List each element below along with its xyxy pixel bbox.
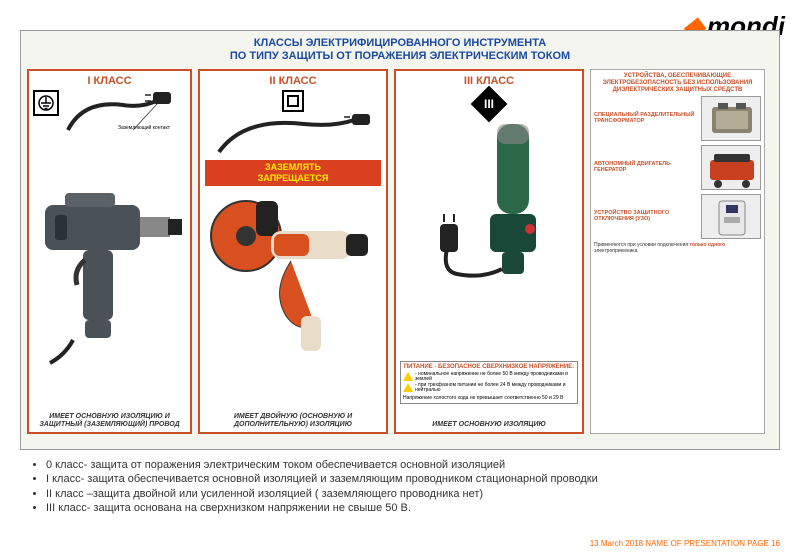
note-suffix: электроприемника <box>594 248 637 254</box>
panel-class-3: III КЛАСС III ПИТАНИЕ - БЕЗОПАСН <box>394 69 584 434</box>
bullet-class-0: 0 класс- защита от поражения электрическ… <box>46 458 780 472</box>
class-2-header: II КЛАСС <box>204 75 382 87</box>
grounding-forbidden-banner: ЗАЗЕМЛЯТЬ ЗАПРЕЩАЕТСЯ <box>204 159 382 187</box>
banner-line-2: ЗАПРЕЩАЕТСЯ <box>207 173 379 184</box>
note-highlight: только одного <box>689 242 725 248</box>
voltage-info-title: ПИТАНИЕ - БЕЗОПАСНОЕ СВЕРХНИЗКОЕ НАПРЯЖЕ… <box>403 364 575 371</box>
poster-title: КЛАССЫ ЭЛЕКТРИФИЦИРОВАННОГО ИНСТРУМЕНТА … <box>21 31 779 65</box>
double-insulation-icon <box>282 90 304 112</box>
voltage-item-1: - номинальное напряжение не более 50 В м… <box>415 372 575 382</box>
warning-triangle-icon <box>403 372 413 381</box>
title-line-2: ПО ТИПУ ЗАЩИТЫ ОТ ПОРАЖЕНИЯ ЭЛЕКТРИЧЕСКИ… <box>21 50 779 63</box>
panel-class-2: II КЛАСС ЗАЗЕМЛЯТЬ ЗАПРЕЩАЕТСЯ <box>198 69 388 434</box>
device-generator: АВТОНОМНЫЙ ДВИГАТЕЛЬ-ГЕНЕРАТОР <box>594 145 761 190</box>
rcd-label: УСТРОЙСТВО ЗАЩИТНОГО ОТКЛЮЧЕНИЯ (УЗО) <box>594 211 698 222</box>
class-1-header: I КЛАСС <box>33 75 186 87</box>
class-3-symbol-icon: III <box>471 86 508 123</box>
plug-no-ground-icon <box>204 112 384 157</box>
voltage-item-2: - при трехфазном питании не более 24 В м… <box>415 383 575 393</box>
slide-bullets: 0 класс- защита от поражения электрическ… <box>28 458 780 515</box>
generator-illustration <box>701 145 761 190</box>
panel-class-1: I КЛАСС <box>27 69 192 434</box>
safety-poster: КЛАССЫ ЭЛЕКТРИФИЦИРОВАННОГО ИНСТРУМЕНТА … <box>20 30 780 450</box>
banner-line-1: ЗАЗЕМЛЯТЬ <box>207 162 379 173</box>
transformer-label: СПЕЦИАЛЬНЫЙ РАЗДЕЛИТЕЛЬНЫЙ ТРАНСФОРМАТОР <box>594 113 698 124</box>
generator-label: АВТОНОМНЫЙ ДВИГАТЕЛЬ-ГЕНЕРАТОР <box>594 162 698 173</box>
low-voltage-tool-illustration <box>400 121 578 281</box>
plug-with-ground-icon <box>63 90 173 140</box>
drill-tool-illustration <box>33 145 186 365</box>
device-rcd: УСТРОЙСТВО ЗАЩИТНОГО ОТКЛЮЧЕНИЯ (УЗО) <box>594 194 761 239</box>
side-devices-panel: УСТРОЙСТВА, ОБЕСПЕЧИВАЮЩИЕ ЭЛЕКТРОБЕЗОПА… <box>590 69 765 434</box>
bullet-class-1: I класс- защита обеспечивается основной … <box>46 472 780 486</box>
class-2-caption: ИМЕЕТ ДВОЙНУЮ (ОСНОВНУЮ И ДОПОЛНИТЕЛЬНУЮ… <box>204 413 382 428</box>
voltage-info-box: ПИТАНИЕ - БЕЗОПАСНОЕ СВЕРХНИЗКОЕ НАПРЯЖЕ… <box>400 361 578 405</box>
angle-grinder-illustration <box>204 189 382 359</box>
class-3-caption: ИМЕЕТ ОСНОВНУЮ ИЗОЛЯЦИЮ <box>400 421 578 429</box>
ground-symbol-icon <box>33 90 59 116</box>
slide-footer: 13 March 2018 NAME OF PRESENTATION PAGE … <box>590 539 780 548</box>
rcd-illustration <box>701 194 761 239</box>
panels-row: I КЛАСС <box>21 65 779 438</box>
side-panel-title: УСТРОЙСТВА, ОБЕСПЕЧИВАЮЩИЕ ЭЛЕКТРОБЕЗОПА… <box>594 73 761 93</box>
device-transformer: СПЕЦИАЛЬНЫЙ РАЗДЕЛИТЕЛЬНЫЙ ТРАНСФОРМАТОР <box>594 96 761 141</box>
side-note: Применяются при условии подключения толь… <box>594 243 761 254</box>
title-line-1: КЛАССЫ ЭЛЕКТРИФИЦИРОВАННОГО ИНСТРУМЕНТА <box>21 37 779 50</box>
voltage-footer-note: Напряжение холостого хода не превышает с… <box>403 395 575 401</box>
class-3-roman: III <box>484 97 494 111</box>
warning-triangle-icon <box>403 383 413 392</box>
bullet-class-3: III класс- защита основана на сверхнизко… <box>46 501 780 515</box>
plug-ground-label: Заземляющий контакт <box>118 125 170 131</box>
transformer-illustration <box>701 96 761 141</box>
class-1-caption: ИМЕЕТ ОСНОВНУЮ ИЗОЛЯЦИЮ И ЗАЩИТНЫЙ (ЗАЗЕ… <box>33 413 186 428</box>
bullet-class-2: II класс –защита двойной или усиленной и… <box>46 487 780 501</box>
